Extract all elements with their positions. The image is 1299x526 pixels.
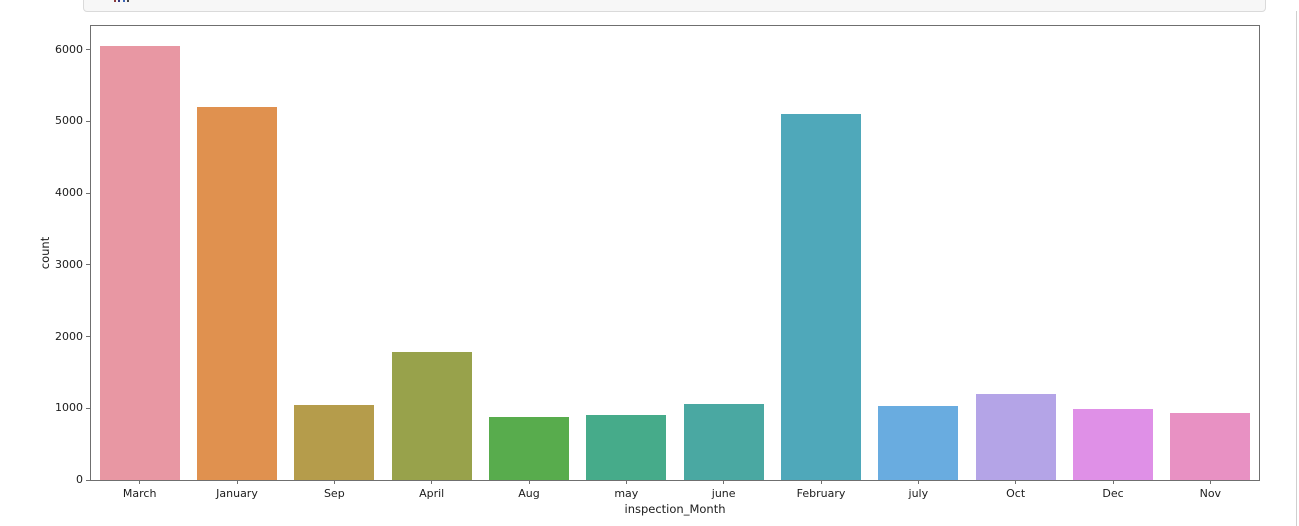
x-tick-label: july	[908, 487, 929, 500]
code-text-fragment	[127, 0, 129, 2]
x-tick-label: Nov	[1199, 487, 1222, 500]
bar-january	[197, 107, 277, 480]
x-tick-mark	[1209, 480, 1211, 484]
y-tick-label: 5000	[55, 114, 83, 128]
bar-nov	[1170, 412, 1251, 480]
y-axis-label: count	[38, 236, 52, 270]
bar-february	[781, 113, 861, 480]
bar-dec	[1073, 409, 1153, 480]
y-tick-mark	[86, 49, 90, 51]
x-tick-mark	[236, 480, 238, 484]
y-tick-label: 6000	[55, 42, 83, 56]
y-tick-label: 1000	[55, 401, 83, 415]
bar-chart: 0 1000 2000 3000 4000 5000 6000 March January Se…	[38, 25, 1260, 516]
bar-march	[99, 46, 180, 480]
y-tick-mark	[86, 192, 90, 194]
bar-july	[878, 406, 959, 480]
bar-sep	[294, 404, 375, 480]
bar-oct	[975, 393, 1056, 480]
x-axis-label: inspection_Month	[624, 502, 726, 516]
x-tick-label: March	[122, 487, 157, 500]
y-tick-mark	[86, 479, 90, 481]
x-tick-mark	[820, 480, 822, 484]
code-text-fragment	[123, 0, 125, 2]
x-tick-mark	[917, 480, 919, 484]
x-tick-label: june	[711, 487, 736, 500]
x-tick-label: Dec	[1102, 487, 1124, 500]
x-tick-label: may	[614, 487, 639, 500]
y-tick-mark	[86, 120, 90, 122]
y-tick-label: 4000	[55, 186, 83, 200]
bar-aug	[489, 416, 569, 480]
x-tick-mark	[1112, 480, 1114, 484]
x-tick-label: Aug	[518, 487, 540, 500]
y-tick-mark	[86, 407, 90, 409]
x-tick-mark	[1015, 480, 1017, 484]
scroll-area-divider	[1296, 11, 1297, 526]
x-tick-label: January	[216, 487, 258, 500]
x-tick-mark	[333, 480, 335, 484]
x-tick-mark	[139, 480, 141, 484]
bar-june	[683, 403, 764, 480]
x-tick-label: April	[419, 487, 445, 500]
y-tick-mark	[86, 336, 90, 338]
y-tick-mark	[86, 264, 90, 266]
code-text-fragment	[118, 0, 120, 2]
y-tick-label: 0	[76, 473, 83, 486]
x-tick-mark	[723, 480, 725, 484]
bar-april	[391, 351, 472, 480]
bar-may	[586, 414, 667, 480]
code-cell[interactable]	[83, 0, 1266, 12]
y-tick-label: 3000	[55, 257, 83, 271]
x-tick-label: Oct	[1006, 487, 1026, 500]
x-tick-label: Sep	[323, 487, 345, 500]
code-text-fragment	[114, 0, 116, 2]
x-tick-label: February	[796, 487, 846, 500]
x-tick-mark	[528, 480, 530, 484]
y-tick-label: 2000	[55, 329, 83, 343]
x-tick-mark	[625, 480, 627, 484]
x-tick-mark	[431, 480, 433, 484]
